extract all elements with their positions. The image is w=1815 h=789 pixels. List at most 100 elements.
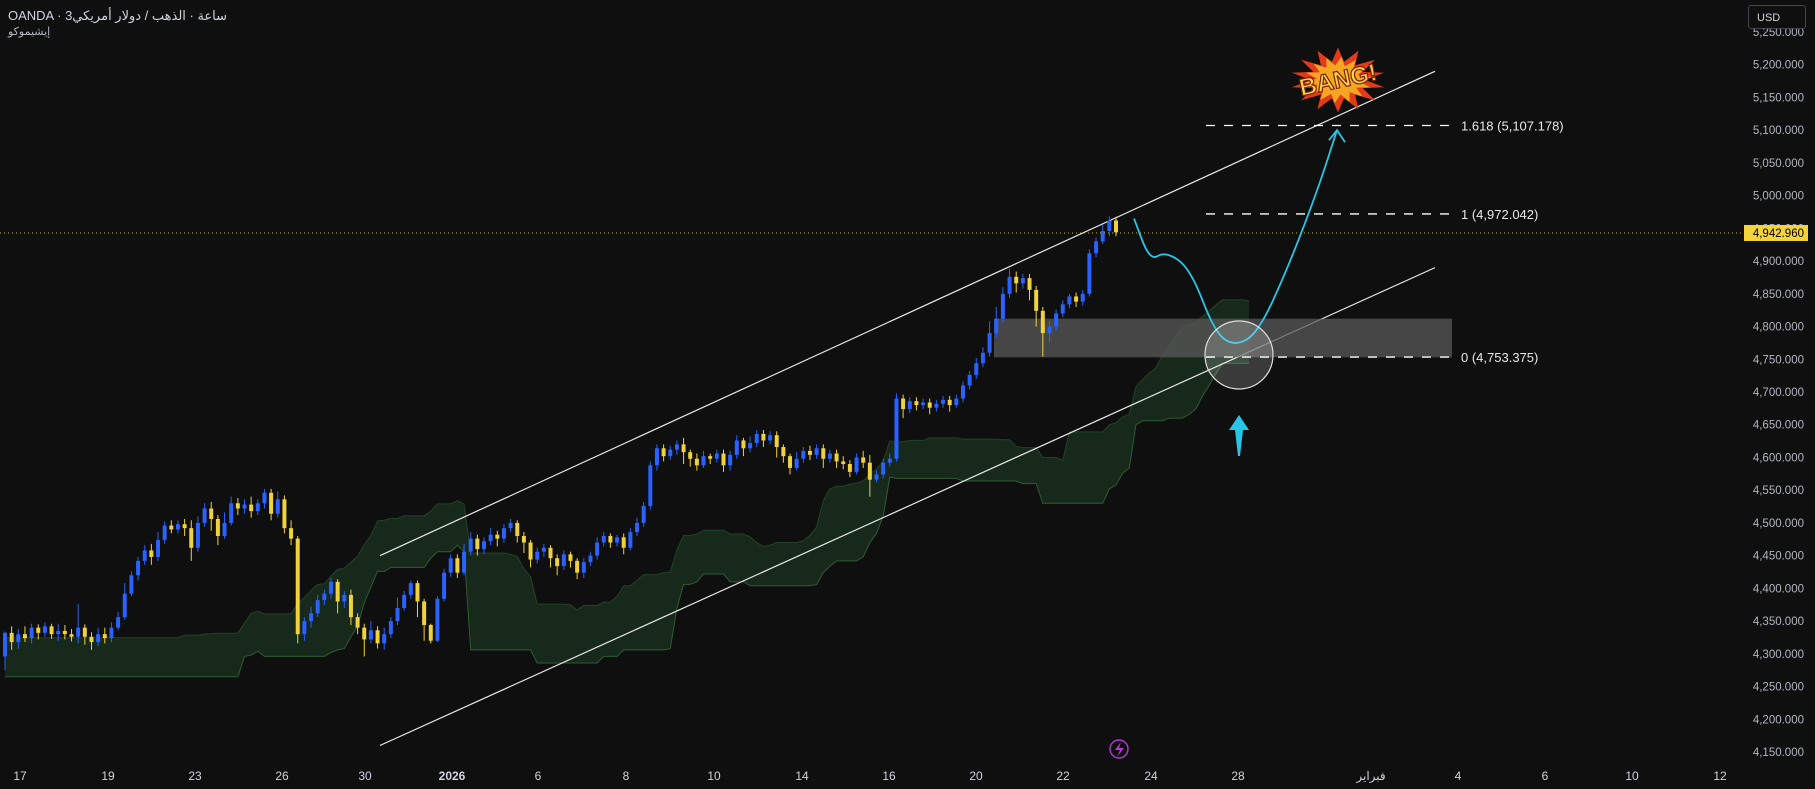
candle-body bbox=[395, 608, 400, 622]
candle-body bbox=[328, 581, 333, 594]
candle-body bbox=[189, 528, 194, 548]
candle-body bbox=[794, 458, 799, 468]
price-axis[interactable]: 5,250.000 5,200.000 5,150.000 5,100.000 5,05… bbox=[1744, 27, 1808, 759]
price-tick-label: 4,500.000 bbox=[1753, 518, 1804, 530]
candle-body bbox=[242, 504, 247, 509]
candle-body bbox=[654, 448, 659, 466]
candle-body bbox=[721, 453, 726, 466]
candle-body bbox=[129, 575, 134, 594]
candle-body bbox=[162, 525, 167, 540]
candle-body bbox=[774, 435, 779, 447]
candle-body bbox=[69, 634, 74, 637]
price-tick-label: 4,450.000 bbox=[1753, 551, 1804, 563]
candle-body bbox=[355, 617, 360, 628]
candle-body bbox=[668, 449, 673, 457]
time-tick-label: 6 bbox=[535, 769, 542, 783]
candle-body bbox=[295, 538, 300, 635]
candle-body bbox=[302, 621, 307, 635]
cloud-lower-line bbox=[5, 362, 1250, 678]
candle-body bbox=[1074, 296, 1079, 302]
projection-layer bbox=[1133, 128, 1346, 390]
candle-body bbox=[1087, 253, 1092, 294]
fibonacci-layer: 1.618 (5,107.178) 1 (4,972.042) 0 (4,753.3… bbox=[1206, 118, 1564, 365]
price-tick-label: 5,250.000 bbox=[1753, 27, 1804, 39]
candle-body bbox=[22, 634, 27, 639]
price-tick-label: 4,800.000 bbox=[1753, 322, 1804, 334]
candle-body bbox=[841, 461, 846, 464]
candle-body bbox=[788, 456, 793, 468]
candle-body bbox=[96, 634, 101, 643]
time-tick-label: 30 bbox=[358, 769, 372, 783]
projection-path bbox=[1133, 129, 1338, 344]
candles-layer bbox=[3, 216, 1118, 671]
candle-body bbox=[3, 632, 7, 657]
candle-body bbox=[16, 634, 21, 643]
price-tick-label: 4,700.000 bbox=[1753, 387, 1804, 399]
candle-body bbox=[874, 474, 879, 480]
time-tick-label: 12 bbox=[1713, 769, 1727, 783]
bang-burst-inner bbox=[1304, 56, 1372, 104]
price-tick-label: 4,750.000 bbox=[1753, 354, 1804, 366]
candle-body bbox=[954, 398, 959, 406]
time-tick-label: 19 bbox=[101, 769, 115, 783]
price-tick-label: 4,550.000 bbox=[1753, 485, 1804, 497]
candle-body bbox=[435, 598, 440, 641]
candle-body bbox=[575, 560, 580, 573]
candle-body bbox=[1094, 241, 1099, 254]
indicator-label[interactable]: إيشيموكو bbox=[8, 26, 51, 38]
candle-body bbox=[388, 621, 393, 635]
currency-button[interactable]: USD bbox=[1748, 5, 1806, 29]
candle-body bbox=[761, 433, 766, 441]
candle-body bbox=[249, 504, 254, 512]
time-axis[interactable]: 17 19 23 26 30 2026 6 8 10 14 16 20 22 24 28 فبراير 4 6 10… bbox=[13, 769, 1727, 783]
candle-body bbox=[335, 581, 340, 602]
candle-body bbox=[368, 630, 373, 640]
cyan-up-arrow-icon bbox=[1229, 415, 1249, 456]
ichimoku-cloud-layer bbox=[5, 299, 1250, 678]
fib-level-label: 0 (4,753.375) bbox=[1461, 350, 1538, 365]
price-tick-label: 4,900.000 bbox=[1753, 256, 1804, 268]
candle-body bbox=[1054, 313, 1059, 327]
candle-body bbox=[229, 503, 234, 523]
candle-body bbox=[76, 627, 81, 637]
candle-body bbox=[62, 630, 67, 635]
fib-level-label: 1.618 (5,107.178) bbox=[1461, 118, 1564, 133]
candle-body bbox=[734, 440, 739, 455]
candle-body bbox=[814, 448, 819, 455]
time-tick-label: 14 bbox=[795, 769, 809, 783]
candle-body bbox=[209, 508, 214, 519]
candle-body bbox=[1080, 293, 1085, 302]
candle-body bbox=[741, 440, 746, 449]
candle-body bbox=[661, 448, 666, 457]
time-tick-label: 20 bbox=[969, 769, 983, 783]
candle-body bbox=[901, 398, 906, 410]
candle-body bbox=[89, 636, 94, 643]
candle-body bbox=[994, 318, 999, 334]
candle-body bbox=[289, 528, 294, 539]
candle-body bbox=[934, 403, 939, 408]
candle-body bbox=[402, 594, 407, 608]
candle-body bbox=[255, 503, 260, 512]
candle-body bbox=[801, 450, 806, 459]
current-price-label: 4,942.960 bbox=[1753, 228, 1804, 240]
lightning-bolt-glyph bbox=[1115, 742, 1124, 757]
candle-body bbox=[980, 352, 985, 364]
candle-body bbox=[561, 554, 566, 567]
cloud-upper-line bbox=[5, 299, 1250, 639]
candle-body bbox=[462, 551, 467, 573]
price-tick-label: 4,200.000 bbox=[1753, 714, 1804, 726]
candle-body bbox=[635, 522, 640, 533]
candle-body bbox=[122, 593, 127, 618]
candle-body bbox=[428, 625, 433, 641]
candle-body bbox=[408, 583, 413, 595]
candle-body bbox=[515, 522, 520, 536]
candle-body bbox=[688, 452, 693, 459]
symbol-title[interactable]: OANDA · 3ساعة · الذهب / دولار أمريكي bbox=[8, 8, 228, 23]
candle-body bbox=[628, 532, 633, 548]
candle-body bbox=[468, 538, 473, 552]
candle-body bbox=[1067, 296, 1072, 305]
candle-body bbox=[202, 508, 207, 523]
candle-body bbox=[182, 524, 187, 529]
candle-body bbox=[548, 547, 553, 559]
